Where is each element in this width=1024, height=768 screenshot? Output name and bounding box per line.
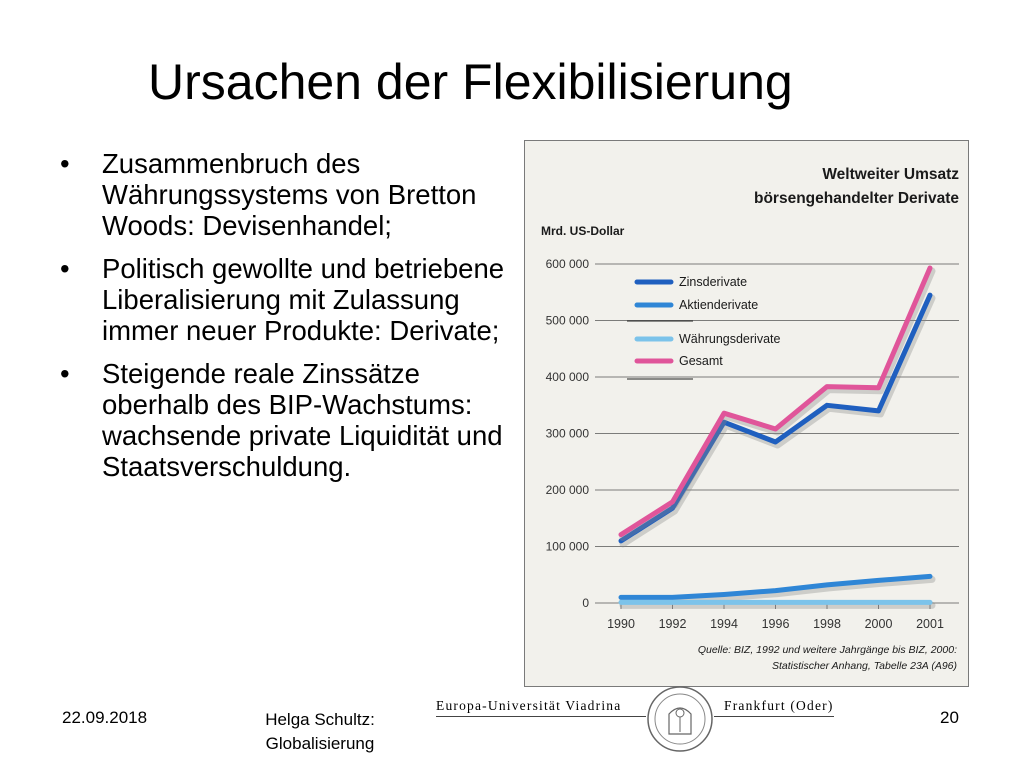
x-tick-label: 2000 — [865, 617, 893, 631]
x-tick-label: 1996 — [762, 617, 790, 631]
university-name-right: Frankfurt (Oder) — [724, 698, 834, 713]
grid-lines — [595, 263, 959, 609]
legend-label: Aktienderivate — [679, 298, 758, 312]
bullet-text: Zusammenbruch des Währungssystems von Br… — [102, 148, 477, 241]
bullet-item: • Politisch gewollte und betriebene Liber… — [60, 253, 505, 346]
derivatives-line-chart: Weltweiter Umsatz börsengehandelter Deri… — [541, 166, 959, 672]
series-line — [618, 265, 933, 538]
series-lines — [618, 265, 936, 609]
chart-source-line1: Quelle: BIZ, 1992 und weitere Jahrgänge … — [698, 644, 957, 656]
bullet-item: • Zusammenbruch des Währungssystems von B… — [60, 148, 505, 241]
y-tick-label: 200 000 — [546, 483, 590, 497]
series-line — [618, 573, 933, 600]
chart-title-line1: Weltweiter Umsatz — [822, 166, 959, 183]
y-tick-label: 0 — [582, 596, 589, 610]
bullet-dot: • — [60, 253, 70, 284]
logo-rule-right — [714, 716, 834, 717]
legend-label: Zinsderivate — [679, 275, 747, 289]
logo-rule-left — [436, 716, 646, 717]
chart-title-line2: börsengehandelter Derivate — [754, 190, 959, 207]
chart-panel: Weltweiter Umsatz börsengehandelter Deri… — [524, 140, 969, 687]
bullet-dot: • — [60, 148, 70, 179]
x-tick-label: 1992 — [659, 617, 687, 631]
y-axis-label: Mrd. US-Dollar — [541, 224, 625, 238]
footer-author-line2: Globalisierung — [265, 734, 375, 753]
slide-title: Ursachen der Flexibilisierung — [148, 54, 793, 110]
footer-date: 22.09.2018 — [62, 708, 148, 727]
university-seal-icon — [647, 686, 713, 752]
bullet-item: • Steigende reale Zinssätze oberhalb des … — [60, 358, 505, 482]
chart-source-line2: Statistischer Anhang, Tabelle 23A (A96) — [772, 660, 957, 672]
bullet-dot: • — [60, 358, 70, 389]
x-tick-label: 1998 — [813, 617, 841, 631]
bullet-text: Steigende reale Zinssätze oberhalb des B… — [102, 358, 503, 482]
series-shadow — [619, 294, 936, 548]
y-tick-label: 500 000 — [546, 314, 590, 328]
series-shadow — [619, 267, 936, 542]
y-tick-label: 600 000 — [546, 257, 590, 271]
y-tick-label: 400 000 — [546, 370, 590, 384]
axis-tick-labels: 0 100 000 200 000 300 000 400 000 500 000 600 … — [546, 257, 944, 631]
series-line — [618, 292, 933, 544]
y-tick-label: 100 000 — [546, 540, 590, 554]
y-tick-label: 300 000 — [546, 427, 590, 441]
x-tick-label: 1990 — [607, 617, 635, 631]
legend-label: Gesamt — [679, 354, 723, 368]
university-name-left: Europa-Universität Viadrina — [436, 698, 622, 713]
footer-author: Helga Schultz: Globalisierung — [240, 708, 400, 756]
legend-label: Währungsderivate — [679, 332, 780, 346]
footer-author-line1: Helga Schultz: — [265, 710, 375, 729]
bullet-text: Politisch gewollte und betriebene Libera… — [102, 253, 505, 346]
bullet-list: • Zusammenbruch des Währungssystems von B… — [60, 148, 505, 494]
x-tick-label: 2001 — [916, 617, 944, 631]
chart-legend: Zinsderivate Aktienderivate Währungsderiva… — [627, 275, 780, 380]
x-tick-label: 1994 — [710, 617, 738, 631]
footer-page-number: 20 — [940, 708, 959, 727]
